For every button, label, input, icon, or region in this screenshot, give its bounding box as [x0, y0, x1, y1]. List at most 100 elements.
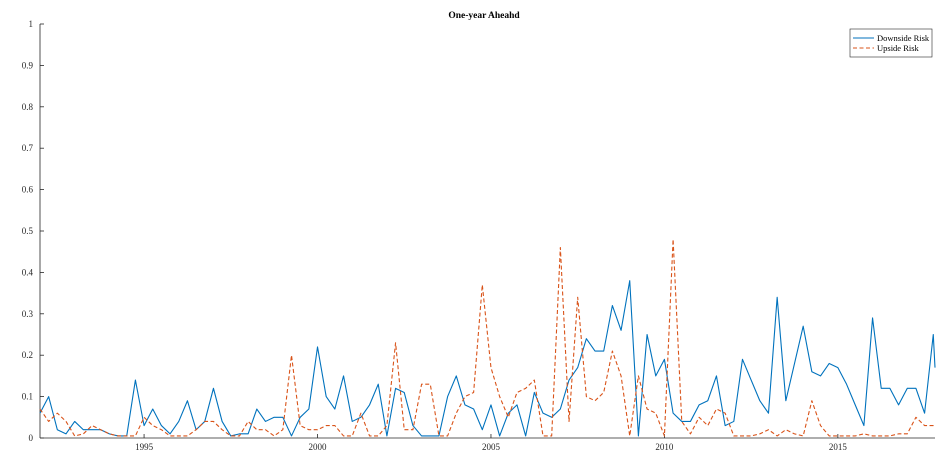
data-point-downside-risk: [429, 435, 431, 437]
data-point-downside-risk: [932, 333, 934, 335]
data-point-downside-risk: [524, 435, 526, 437]
y-tick-label: 0.5: [22, 226, 34, 236]
data-point-upside-risk: [655, 412, 657, 414]
data-point-upside-risk: [576, 296, 578, 298]
data-point-downside-risk: [178, 420, 180, 422]
data-point-upside-risk: [342, 435, 344, 437]
data-point-downside-risk: [316, 346, 318, 348]
chart-title: One-year Aheahd: [448, 11, 520, 21]
y-tick-label: 0.7: [22, 143, 34, 153]
data-point-upside-risk: [264, 429, 266, 431]
data-point-upside-risk: [169, 435, 171, 437]
data-point-upside-risk: [238, 435, 240, 437]
data-point-upside-risk: [785, 429, 787, 431]
data-point-upside-risk: [160, 429, 162, 431]
data-point-upside-risk: [186, 435, 188, 437]
data-point-downside-risk: [455, 375, 457, 377]
y-tick-label: 0.2: [22, 350, 33, 360]
data-point-downside-risk: [308, 408, 310, 410]
y-tick-label: 0: [29, 433, 34, 443]
data-point-downside-risk: [247, 433, 249, 435]
data-point-downside-risk: [646, 333, 648, 335]
data-point-upside-risk: [299, 424, 301, 426]
data-point-upside-risk: [308, 429, 310, 431]
data-point-upside-risk: [420, 383, 422, 385]
y-tick-label: 0.9: [22, 60, 34, 70]
data-point-downside-risk: [39, 412, 41, 414]
data-point-upside-risk: [759, 433, 761, 435]
data-point-upside-risk: [568, 420, 570, 422]
legend-label: Downside Risk: [877, 33, 930, 43]
data-point-downside-risk: [82, 429, 84, 431]
series-line-downside-risk: [39, 280, 936, 437]
data-point-upside-risk: [325, 424, 327, 426]
data-point-upside-risk: [793, 433, 795, 435]
x-tick-label: 2000: [309, 442, 328, 451]
data-point-downside-risk: [863, 424, 865, 426]
data-point-downside-risk: [256, 408, 258, 410]
data-point-downside-risk: [334, 408, 336, 410]
data-point-upside-risk: [455, 412, 457, 414]
data-point-downside-risk: [481, 429, 483, 431]
data-point-downside-risk: [73, 420, 75, 422]
data-point-upside-risk: [871, 435, 873, 437]
y-tick-label: 0.4: [22, 267, 34, 277]
data-point-downside-risk: [559, 408, 561, 410]
data-point-downside-risk: [880, 387, 882, 389]
data-point-downside-risk: [629, 279, 631, 281]
data-point-upside-risk: [230, 435, 232, 437]
data-point-downside-risk: [420, 435, 422, 437]
data-point-downside-risk: [143, 424, 145, 426]
series-line-upside-risk: [39, 238, 935, 437]
data-point-upside-risk: [100, 429, 102, 431]
data-point-downside-risk: [594, 350, 596, 352]
data-point-upside-risk: [750, 435, 752, 437]
data-point-downside-risk: [915, 387, 917, 389]
data-point-upside-risk: [897, 433, 899, 435]
data-point-upside-risk: [611, 350, 613, 352]
data-point-upside-risk: [542, 435, 544, 437]
y-tick-label: 1: [29, 19, 34, 29]
data-point-downside-risk: [906, 387, 908, 389]
data-point-upside-risk: [629, 435, 631, 437]
data-point-upside-risk: [854, 435, 856, 437]
data-point-upside-risk: [707, 424, 709, 426]
data-point-downside-risk: [446, 395, 448, 397]
y-tick-label: 0.1: [22, 392, 33, 402]
data-point-upside-risk: [195, 429, 197, 431]
data-point-downside-risk: [576, 366, 578, 368]
data-point-downside-risk: [715, 375, 717, 377]
data-point-upside-risk: [724, 412, 726, 414]
data-point-downside-risk: [568, 379, 570, 381]
data-point-upside-risk: [681, 420, 683, 422]
data-point-downside-risk: [342, 375, 344, 377]
data-point-downside-risk: [169, 433, 171, 435]
data-point-upside-risk: [603, 391, 605, 393]
data-point-upside-risk: [741, 435, 743, 437]
data-point-upside-risk: [585, 395, 587, 397]
data-point-upside-risk: [837, 435, 839, 437]
data-point-downside-risk: [767, 412, 769, 414]
data-point-upside-risk: [915, 416, 917, 418]
data-point-downside-risk: [368, 404, 370, 406]
data-point-upside-risk: [637, 375, 639, 377]
data-point-downside-risk: [620, 329, 622, 331]
data-point-upside-risk: [91, 424, 93, 426]
data-point-downside-risk: [186, 400, 188, 402]
data-point-upside-risk: [889, 435, 891, 437]
data-point-upside-risk: [446, 435, 448, 437]
data-point-downside-risk: [394, 387, 396, 389]
data-point-upside-risk: [152, 424, 154, 426]
y-axis: 0 0.1 0.2 0.3 0.4 0.5 0.6 0.7 0.8 0.9 1: [22, 19, 44, 443]
data-point-downside-risk: [854, 404, 856, 406]
data-point-upside-risk: [126, 435, 128, 437]
data-point-downside-risk: [264, 420, 266, 422]
data-point-downside-risk: [56, 429, 58, 431]
data-point-downside-risk: [663, 358, 665, 360]
data-point-upside-risk: [360, 412, 362, 414]
data-point-downside-risk: [698, 404, 700, 406]
data-point-upside-risk: [776, 435, 778, 437]
data-point-upside-risk: [863, 433, 865, 435]
data-point-upside-risk: [516, 391, 518, 393]
data-point-upside-risk: [828, 435, 830, 437]
